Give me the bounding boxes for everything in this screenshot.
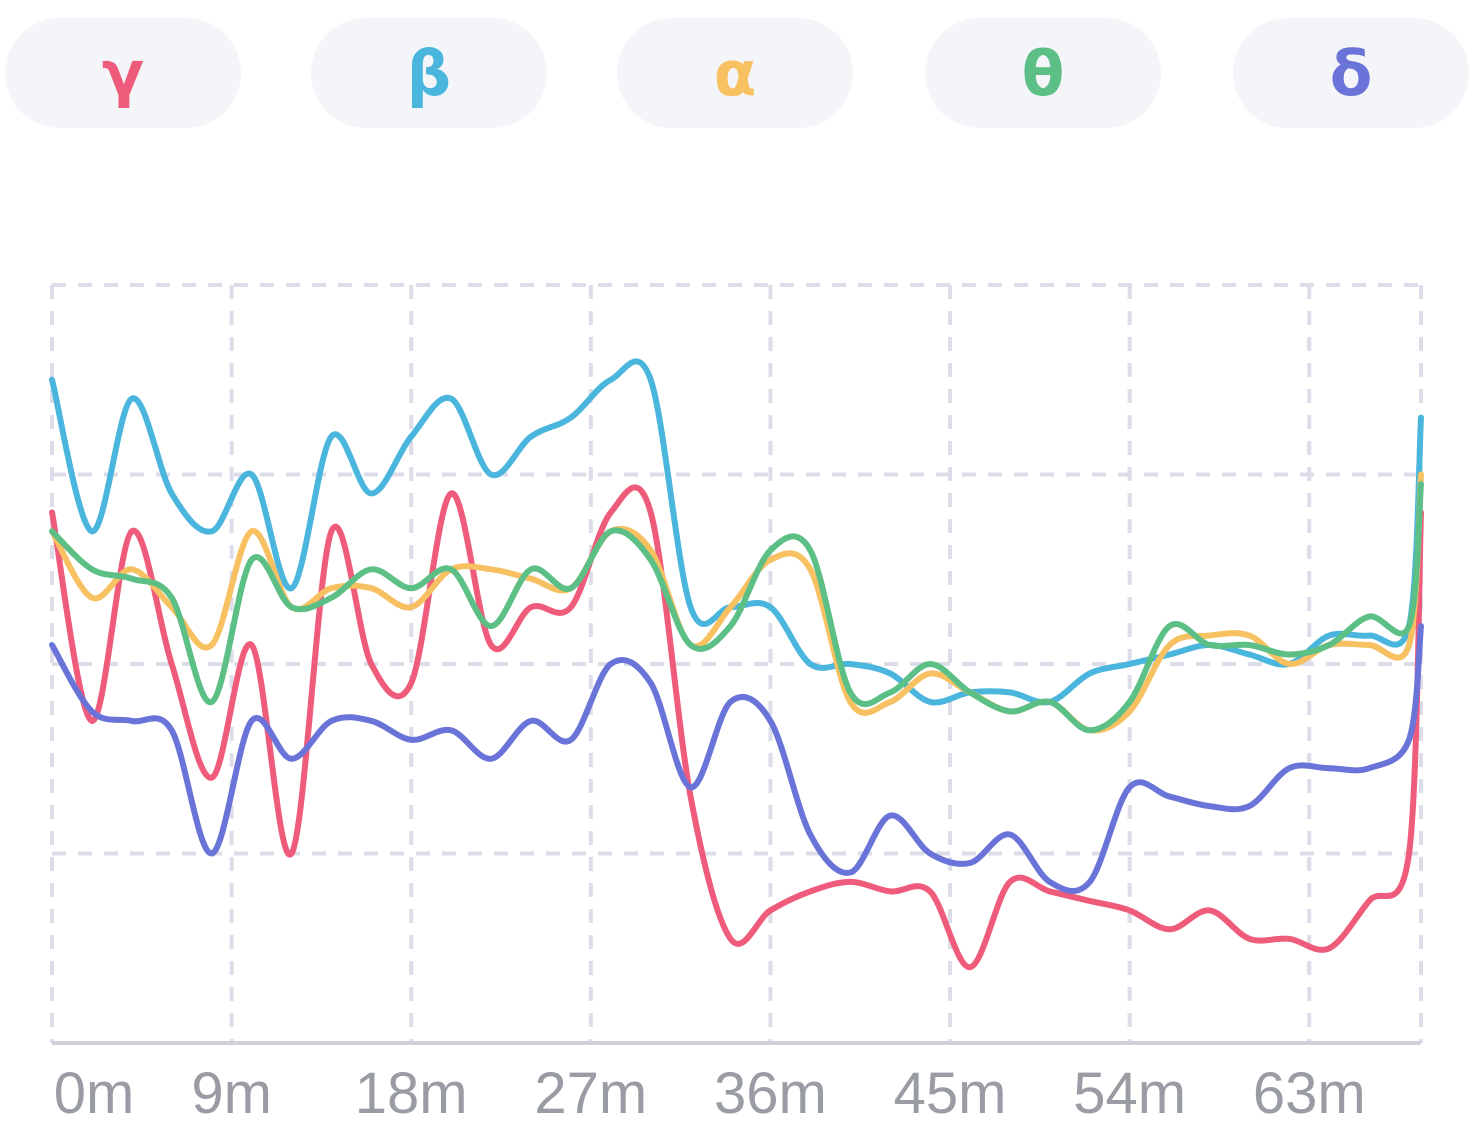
legend: γ β α θ δ	[0, 0, 1476, 140]
legend-item-delta[interactable]: δ	[1233, 18, 1469, 128]
x-tick-label: 18m	[355, 1061, 468, 1126]
legend-item-alpha[interactable]: α	[617, 18, 853, 128]
series-line-delta	[49, 623, 1424, 894]
series-line-alpha	[49, 471, 1424, 734]
x-tick-label: 27m	[534, 1061, 647, 1126]
series-line-gamma	[49, 484, 1424, 971]
series-line-theta	[49, 481, 1424, 734]
grid	[50, 283, 1423, 1043]
legend-item-beta[interactable]: β	[311, 18, 547, 128]
x-tick-label: 63m	[1253, 1061, 1366, 1126]
series-lines	[49, 358, 1424, 971]
x-tick-label: 36m	[714, 1061, 827, 1126]
legend-item-theta[interactable]: θ	[925, 18, 1161, 128]
x-tick-label: 9m	[191, 1061, 272, 1126]
x-tick-label: 0m	[54, 1061, 135, 1126]
x-tick-label: 54m	[1073, 1061, 1186, 1126]
x-tick-label: 45m	[894, 1061, 1007, 1126]
legend-item-gamma[interactable]: γ	[5, 18, 241, 128]
x-axis: 0m 9m 18m 27m 36m 45m 54m 63m	[52, 1041, 1421, 1126]
